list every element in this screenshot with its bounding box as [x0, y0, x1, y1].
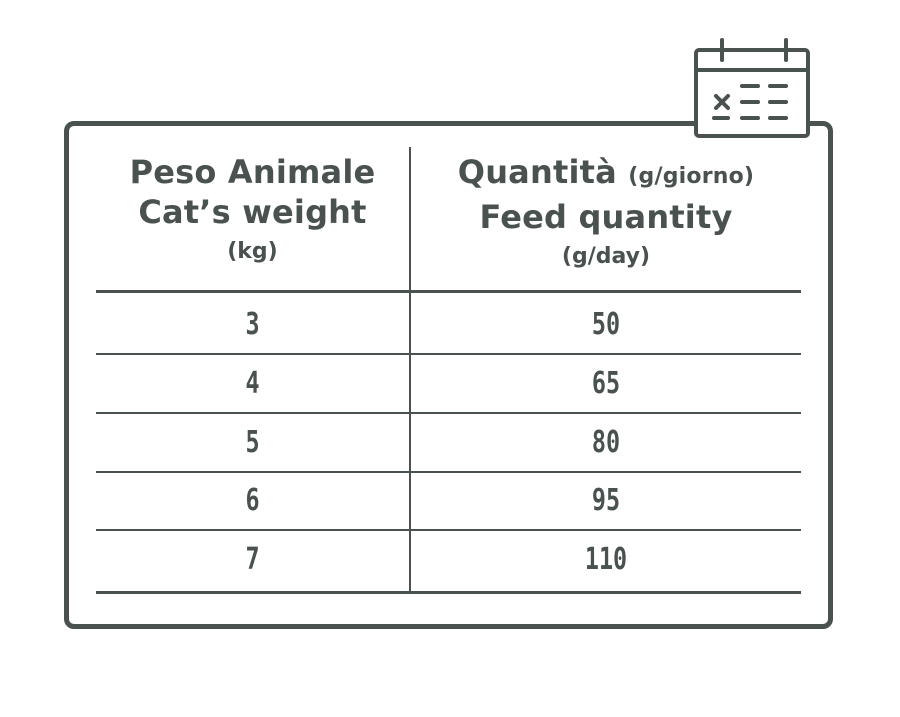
table-row-quantity: 110 — [584, 542, 628, 577]
header-quantity-en: Feed quantity — [479, 198, 733, 236]
header-weight-it: Peso Animale — [129, 153, 376, 191]
table-row-quantity: 95 — [591, 483, 621, 518]
table-row-weight: 6 — [245, 483, 260, 518]
header-quantity: Quantità (g/giorno) Feed quantity (g/day… — [411, 152, 801, 277]
table-row-weight: 7 — [245, 542, 260, 577]
calendar-icon — [694, 38, 810, 138]
row-rule — [96, 471, 801, 473]
column-divider — [409, 147, 411, 591]
header-weight: Peso Animale Cat’s weight (kg) — [96, 152, 409, 272]
header-rule — [96, 290, 801, 293]
header-quantity-it-unit: (g/giorno) — [628, 164, 755, 189]
row-rule — [96, 529, 801, 531]
row-rule — [96, 412, 801, 414]
header-weight-unit: (kg) — [227, 239, 278, 264]
table-row-quantity: 65 — [591, 366, 621, 401]
table-row-quantity: 50 — [591, 307, 621, 342]
row-rule — [96, 353, 801, 355]
feeding-table-card — [64, 121, 833, 629]
header-weight-en: Cat’s weight — [138, 193, 367, 231]
header-quantity-unit: (g/day) — [561, 244, 651, 269]
header-quantity-it-line: Quantità (g/giorno) — [411, 152, 801, 197]
table-row-quantity: 80 — [591, 425, 621, 460]
bottom-rule — [96, 591, 801, 594]
table-row-weight: 3 — [245, 307, 260, 342]
table-row-weight: 4 — [245, 366, 260, 401]
table-row-weight: 5 — [245, 425, 260, 460]
header-quantity-it: Quantità — [457, 153, 617, 191]
